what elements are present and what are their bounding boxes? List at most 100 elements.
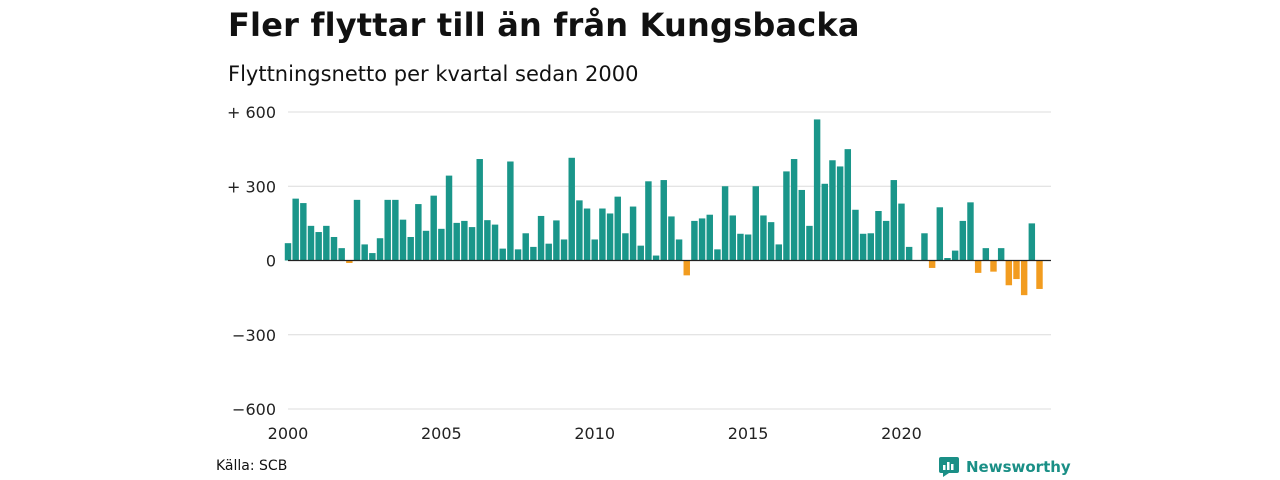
- y-tick-label: + 300: [227, 177, 276, 196]
- bar: [606, 213, 614, 261]
- bar: [583, 208, 591, 261]
- bar: [1036, 260, 1043, 289]
- bar: [982, 248, 990, 261]
- bar: [545, 243, 552, 261]
- bar: [775, 244, 782, 261]
- bar: [1028, 223, 1036, 261]
- bar: [399, 219, 407, 261]
- x-tick-label: 2020: [881, 424, 922, 443]
- bar: [813, 119, 821, 261]
- bar: [683, 260, 690, 276]
- bar: [637, 245, 644, 261]
- bar: [484, 220, 491, 261]
- bar: [315, 232, 322, 261]
- bar: [859, 233, 867, 261]
- bar: [499, 248, 506, 261]
- y-tick-label: −600: [232, 400, 276, 419]
- bar: [522, 233, 529, 261]
- bar: [760, 215, 767, 261]
- bar: [476, 159, 483, 261]
- bar: [660, 180, 667, 261]
- bar: [767, 222, 775, 261]
- x-tick-label: 2005: [421, 424, 462, 443]
- bar: [507, 161, 514, 261]
- bar: [928, 260, 936, 268]
- bar: [905, 246, 913, 261]
- bar: [1013, 260, 1020, 280]
- bar: [438, 228, 445, 261]
- bar: [1005, 260, 1013, 286]
- bar: [944, 258, 951, 261]
- bar: [415, 204, 422, 261]
- bar: [384, 199, 391, 261]
- bar: [323, 225, 330, 261]
- bar: [591, 239, 598, 261]
- bar: [974, 260, 982, 273]
- bar: [553, 220, 560, 261]
- bar: [461, 220, 468, 261]
- brand-name: Newsworthy: [966, 458, 1071, 476]
- bar: [691, 220, 698, 261]
- bar: [698, 218, 706, 261]
- bar: [936, 207, 944, 261]
- bar: [346, 260, 353, 263]
- x-tick-label: 2015: [728, 424, 769, 443]
- bar: [568, 157, 575, 261]
- bar: [614, 196, 621, 261]
- bar: [675, 239, 683, 261]
- bar: [537, 215, 545, 261]
- bar: [852, 209, 859, 261]
- bar: [645, 181, 652, 261]
- bar: [967, 202, 974, 261]
- bar: [430, 195, 437, 261]
- bar: [836, 166, 844, 261]
- bar: [1020, 260, 1028, 296]
- bar: [530, 246, 537, 261]
- bar: [576, 200, 583, 261]
- x-tick-label: 2010: [574, 424, 615, 443]
- bar: [898, 203, 905, 261]
- bar: [668, 216, 675, 261]
- y-tick-label: + 600: [227, 103, 276, 122]
- bar: [369, 253, 376, 261]
- bar: [453, 222, 460, 261]
- bar: [338, 248, 345, 261]
- bar: [622, 233, 629, 261]
- bar: [599, 208, 606, 261]
- bar: [284, 243, 292, 261]
- bar: [890, 180, 898, 261]
- bar: [300, 203, 307, 261]
- bar: [652, 255, 660, 261]
- bar: [829, 160, 836, 261]
- bar: [867, 233, 875, 261]
- bar: [997, 248, 1005, 261]
- bar: [790, 159, 798, 261]
- bar: [407, 236, 414, 261]
- newsworthy-brand[interactable]: Newsworthy: [938, 456, 1071, 478]
- x-tick-label: 2000: [268, 424, 309, 443]
- bar: [514, 249, 522, 261]
- bar: [921, 233, 928, 261]
- bar: [491, 224, 499, 261]
- bar: [821, 183, 828, 261]
- y-tick-label: −300: [232, 326, 276, 345]
- bar: [783, 171, 790, 261]
- chart-title: Fler flyttar till än från Kungsbacka: [228, 6, 860, 44]
- bar: [292, 198, 299, 261]
- bar: [445, 175, 453, 261]
- newsworthy-logo-icon: [939, 457, 959, 477]
- bar: [737, 233, 744, 261]
- bar: [422, 230, 430, 261]
- bar: [361, 244, 368, 261]
- bar: [806, 225, 813, 261]
- bar: [706, 214, 713, 261]
- bar: [629, 206, 637, 261]
- bar: [721, 186, 729, 261]
- bar: [752, 186, 759, 261]
- bar: [875, 211, 882, 261]
- bar: [951, 250, 959, 261]
- bar: [392, 199, 399, 261]
- chart-subtitle: Flyttningsnetto per kvartal sedan 2000: [228, 62, 639, 86]
- bar: [560, 239, 568, 261]
